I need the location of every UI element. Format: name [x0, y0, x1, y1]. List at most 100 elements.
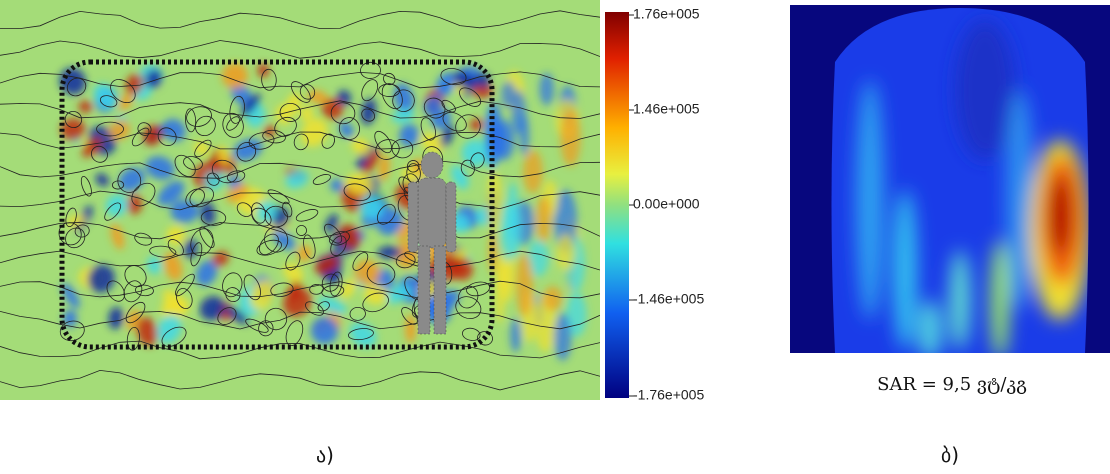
contour: [217, 307, 237, 325]
contour: [360, 61, 381, 79]
contour: [267, 189, 290, 205]
contour: [99, 95, 118, 108]
field-blob: [393, 284, 412, 299]
field-blob: [136, 317, 158, 347]
field-blob: [451, 164, 469, 190]
contour: [131, 182, 156, 207]
contour: [174, 154, 196, 178]
contour: [348, 328, 374, 341]
field-blob: [554, 189, 578, 253]
contour: [261, 68, 277, 91]
field-blob: [318, 296, 347, 315]
field-blob: [500, 202, 515, 263]
field-blob: [263, 124, 276, 138]
field-blob: [560, 109, 581, 167]
contour: [460, 159, 475, 177]
contour: [259, 233, 279, 255]
contour: [186, 106, 212, 127]
contour: [295, 224, 307, 236]
field-blob: [340, 278, 357, 299]
contour: [349, 306, 366, 321]
field-blob: [324, 213, 339, 233]
contour: [236, 202, 253, 217]
field-blob: [378, 154, 390, 182]
contour: [295, 209, 319, 222]
field-blob: [125, 73, 144, 95]
field-blob: [143, 124, 162, 146]
field-blob: [250, 279, 274, 310]
field-blob: [95, 173, 110, 187]
field-blob: [78, 100, 93, 113]
contour: [176, 288, 193, 310]
contour: [200, 209, 227, 226]
field-blob: [435, 72, 456, 97]
field-blob: [297, 244, 312, 263]
field-blob: [440, 124, 454, 148]
contour: [211, 159, 238, 184]
field-blob: [160, 296, 190, 320]
contour: [0, 190, 600, 211]
sar-annotation: SAR = 9,5 ვტ/კგ: [877, 374, 1027, 395]
contour: [0, 250, 600, 271]
contour: [264, 205, 288, 228]
contour: [321, 133, 336, 149]
contour: [126, 326, 140, 351]
contour: [293, 133, 309, 151]
field-blob: [501, 81, 516, 108]
contour-lines: [0, 10, 600, 391]
colorbar: [605, 12, 629, 398]
contour: [0, 100, 600, 119]
contour: [455, 114, 481, 139]
contour: [0, 280, 600, 299]
colorbar-label: 1.76e+005: [633, 6, 700, 22]
field-blob: [509, 318, 522, 353]
colorbar-label: -1.46e+005: [633, 291, 704, 307]
field-blob: [283, 288, 312, 317]
colorbar-label: 0.00e+000: [633, 196, 700, 212]
contour: [312, 174, 332, 185]
field-blob: [519, 114, 530, 156]
contour: [309, 283, 324, 295]
contour: [0, 340, 600, 360]
contour: [125, 301, 146, 324]
contour: [183, 156, 203, 171]
field-blob: [307, 90, 329, 104]
contour: [462, 327, 481, 341]
contour: [106, 280, 125, 302]
contour: [190, 228, 214, 257]
field-blob: [330, 178, 344, 192]
field-blob: [225, 305, 249, 325]
contour: [381, 83, 403, 110]
field-blob: [535, 195, 552, 243]
contour: [229, 95, 245, 124]
contour: [250, 202, 267, 224]
contour: [66, 77, 87, 97]
contour: [362, 292, 389, 313]
field-blob: [377, 246, 402, 259]
contour: [282, 201, 293, 218]
field-blob: [196, 260, 218, 287]
field-blob: [527, 239, 549, 277]
field-blob: [166, 225, 186, 246]
field-blob: [556, 234, 575, 271]
field-blob: [240, 93, 261, 117]
contour: [236, 142, 257, 162]
contour: [361, 79, 379, 102]
contour: [0, 131, 600, 150]
field-blob: [539, 72, 555, 106]
field-blob: [399, 124, 419, 147]
contour: [74, 224, 90, 238]
field-blob: [272, 229, 296, 251]
contour: [279, 102, 302, 122]
contour: [391, 138, 414, 159]
contour: [338, 117, 360, 140]
contour: [270, 282, 294, 297]
contour: [65, 227, 86, 249]
contour: [366, 262, 396, 286]
contour: [321, 273, 340, 292]
contour: [65, 207, 77, 228]
contour: [290, 81, 311, 103]
contour: [420, 117, 436, 141]
field-blob: [87, 264, 115, 293]
